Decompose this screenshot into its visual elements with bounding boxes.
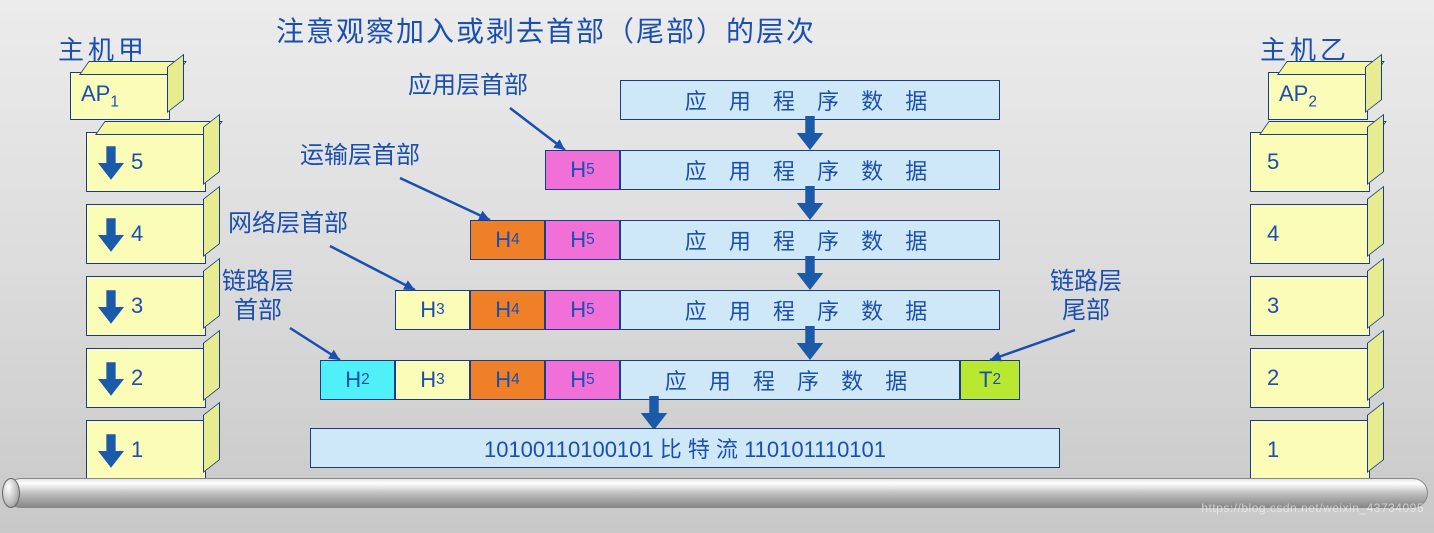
layer-label: 1 bbox=[1267, 437, 1279, 463]
annotation-arrow-icon bbox=[388, 166, 502, 232]
down-arrow-icon bbox=[640, 396, 668, 430]
r3-h5: H5 bbox=[545, 220, 620, 260]
r6-bits: 10100110100101 比 特 流 110101110101 bbox=[310, 428, 1060, 468]
down-arrow-icon bbox=[98, 362, 124, 396]
layer-label: 4 bbox=[131, 221, 143, 247]
annotation-arrow-icon bbox=[978, 318, 1087, 372]
r4-h4: H4 bbox=[470, 290, 545, 330]
annotation-arrow-icon bbox=[318, 234, 427, 302]
ap-label: AP2 bbox=[1279, 81, 1317, 111]
down-arrow-icon bbox=[796, 116, 824, 150]
down-arrow-icon bbox=[98, 218, 124, 252]
watermark: https://blog.csdn.net/weixin_43734095 bbox=[1201, 501, 1424, 515]
layer-label: 5 bbox=[131, 149, 143, 175]
r5-data: 应 用 程 序 数 据 bbox=[620, 360, 960, 400]
annotation-arrow-icon bbox=[278, 316, 352, 372]
layer-label: 1 bbox=[131, 437, 143, 463]
layer-label: 3 bbox=[1267, 293, 1279, 319]
right-ap-box: AP2 bbox=[1268, 72, 1368, 120]
down-arrow-icon bbox=[98, 434, 124, 468]
right-layer-2: 2 bbox=[1250, 348, 1370, 408]
right-layer-1: 1 bbox=[1250, 420, 1370, 480]
down-arrow-icon bbox=[98, 146, 124, 180]
annotation-arrow-icon bbox=[498, 96, 577, 162]
right-layer-4: 4 bbox=[1250, 204, 1370, 264]
r5-h5: H5 bbox=[545, 360, 620, 400]
down-arrow-icon bbox=[796, 326, 824, 360]
ap-label: AP1 bbox=[81, 81, 119, 111]
layer-label: 2 bbox=[1267, 365, 1279, 391]
anno-link-trailer: 链路层 尾部 bbox=[1050, 268, 1122, 326]
layer-label: 5 bbox=[1267, 149, 1279, 175]
r3-data: 应 用 程 序 数 据 bbox=[620, 220, 1000, 260]
r4-data: 应 用 程 序 数 据 bbox=[620, 290, 1000, 330]
r4-h5: H5 bbox=[545, 290, 620, 330]
down-arrow-icon bbox=[796, 256, 824, 290]
diagram-title: 注意观察加入或剥去首部（尾部）的层次 bbox=[276, 10, 816, 50]
layer-label: 3 bbox=[131, 293, 143, 319]
layer-label: 2 bbox=[131, 365, 143, 391]
r5-h3: H3 bbox=[395, 360, 470, 400]
right-layer-3: 3 bbox=[1250, 276, 1370, 336]
pipe-cap-left bbox=[2, 478, 20, 508]
right-layer-5: 5 bbox=[1250, 132, 1370, 192]
layer-label: 4 bbox=[1267, 221, 1279, 247]
down-arrow-icon bbox=[796, 186, 824, 220]
left-ap-box: AP1 bbox=[70, 72, 170, 120]
down-arrow-icon bbox=[98, 290, 124, 324]
r2-data: 应 用 程 序 数 据 bbox=[620, 150, 1000, 190]
r5-h4: H4 bbox=[470, 360, 545, 400]
r1-data: 应 用 程 序 数 据 bbox=[620, 80, 1000, 120]
